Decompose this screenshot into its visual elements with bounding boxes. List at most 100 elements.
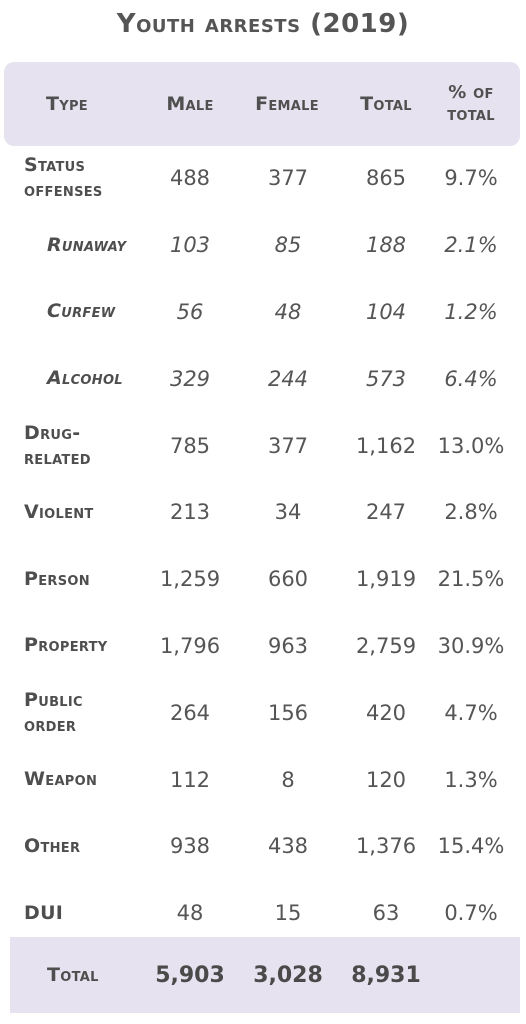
table-row: Property 1,796 963 2,759 30.9%	[0, 613, 526, 680]
row-pct-cell: 2.8%	[430, 479, 512, 546]
row-total-cell: 573	[345, 345, 427, 412]
row-male-cell: 938	[150, 813, 230, 880]
row-male-cell: 1,259	[150, 546, 230, 613]
table-row: Public order 264 156 420 4.7%	[0, 679, 526, 746]
row-total-cell: 1,162	[345, 412, 427, 479]
table-row: Person 1,259 660 1,919 21.5%	[0, 546, 526, 613]
row-pct-cell: 4.7%	[430, 679, 512, 746]
totals-label: Total	[47, 963, 99, 986]
row-male-value: 785	[169, 433, 211, 458]
row-total-value: 865	[365, 166, 407, 191]
row-type-line1: DUI	[24, 901, 64, 924]
row-type-line1: Weapon	[24, 768, 98, 791]
row-total-value: 120	[365, 767, 407, 792]
row-type-cell: Violent	[24, 479, 144, 546]
row-female-value: 377	[267, 433, 309, 458]
totals-male: 5,903	[155, 962, 225, 988]
row-male-cell: 48	[150, 880, 230, 947]
totals-cell-total: 8,931	[345, 937, 427, 1013]
row-male-value: 112	[169, 767, 211, 792]
row-pct-cell: 21.5%	[430, 546, 512, 613]
row-type-line1: Curfew	[47, 300, 116, 323]
row-total-value: 247	[365, 500, 407, 525]
row-pct-value: 30.9%	[437, 633, 505, 658]
row-female-value: 963	[267, 633, 309, 658]
row-female-cell: 244	[248, 345, 328, 412]
row-pct-value: 4.7%	[444, 700, 498, 725]
row-type-line2: related	[24, 446, 91, 469]
row-female-cell: 963	[248, 613, 328, 680]
row-total-cell: 420	[345, 679, 427, 746]
row-female-cell: 85	[248, 212, 328, 279]
row-type-label: Status offenses	[24, 153, 103, 203]
totals-cell-male: 5,903	[150, 937, 230, 1013]
row-pct-value: 2.8%	[444, 500, 498, 525]
row-pct-cell: 9.7%	[430, 145, 512, 212]
row-male-value: 1,796	[159, 633, 221, 658]
row-female-value: 15	[274, 901, 302, 926]
row-type-cell: Weapon	[24, 746, 144, 813]
table-row: Status offenses 488 377 865 9.7%	[0, 145, 526, 212]
row-male-value: 264	[169, 700, 211, 725]
row-type-line1: Violent	[24, 500, 94, 523]
header-total-label: Total	[360, 93, 412, 115]
table-title: Youth arrests (2019)	[116, 9, 410, 39]
row-type-line2: offenses	[24, 179, 103, 202]
table-header: Type Male Female Total % of total	[0, 62, 526, 146]
table-row: DUI 48 15 63 0.7%	[0, 880, 526, 947]
row-pct-cell: 2.1%	[430, 212, 512, 279]
row-total-cell: 247	[345, 479, 427, 546]
row-female-value: 244	[267, 366, 309, 391]
row-type-line1: Person	[24, 567, 90, 590]
row-total-cell: 865	[345, 145, 427, 212]
row-type-cell: Public order	[24, 679, 144, 746]
row-type-line2: order	[24, 713, 77, 736]
row-pct-cell: 1.2%	[430, 279, 512, 346]
row-type-cell: Property	[24, 613, 144, 680]
row-pct-value: 1.3%	[444, 767, 498, 792]
row-type-line1: Property	[24, 634, 108, 657]
row-pct-value: 13.0%	[437, 433, 505, 458]
row-female-value: 8	[281, 767, 295, 792]
row-male-cell: 264	[150, 679, 230, 746]
table-row: Drug-related 785 377 1,162 13.0%	[0, 412, 526, 479]
table-row: Weapon 112 8 120 1.3%	[0, 746, 526, 813]
row-female-cell: 48	[248, 279, 328, 346]
table-row: Curfew 56 48 104 1.2%	[0, 279, 526, 346]
row-total-value: 1,376	[355, 834, 417, 859]
row-type-label: Alcohol	[47, 366, 123, 391]
row-total-cell: 63	[345, 880, 427, 947]
row-type-label: DUI	[24, 901, 63, 926]
row-type-line1: Status	[24, 154, 86, 177]
row-total-value: 63	[372, 901, 400, 926]
row-total-cell: 188	[345, 212, 427, 279]
row-type-line1: Alcohol	[47, 367, 123, 390]
row-pct-value: 1.2%	[444, 299, 498, 324]
row-male-value: 48	[176, 901, 204, 926]
row-type-label: Violent	[24, 500, 94, 525]
row-type-label: Property	[24, 633, 108, 658]
header-cell-pct: % of total	[430, 62, 512, 146]
totals-cell-label: Total	[47, 937, 167, 1013]
row-type-cell: Person	[24, 546, 144, 613]
row-male-value: 488	[169, 166, 211, 191]
row-type-cell: Other	[24, 813, 144, 880]
row-total-value: 188	[365, 233, 407, 258]
row-female-cell: 15	[248, 880, 328, 947]
row-female-cell: 377	[248, 412, 328, 479]
row-type-line1: Public	[24, 688, 83, 711]
row-total-value: 1,162	[355, 433, 417, 458]
row-total-value: 104	[365, 299, 407, 324]
row-male-cell: 1,796	[150, 613, 230, 680]
row-male-value: 213	[169, 500, 211, 525]
row-female-cell: 377	[248, 145, 328, 212]
row-female-value: 377	[267, 166, 309, 191]
row-pct-value: 9.7%	[444, 166, 498, 191]
row-female-value: 438	[267, 834, 309, 859]
totals-row: Total 5,903 3,028 8,931	[0, 937, 526, 1013]
row-total-cell: 120	[345, 746, 427, 813]
row-type-cell: Curfew	[47, 279, 167, 346]
header-cell-male: Male	[150, 62, 230, 146]
row-pct-cell: 1.3%	[430, 746, 512, 813]
row-male-cell: 103	[150, 212, 230, 279]
